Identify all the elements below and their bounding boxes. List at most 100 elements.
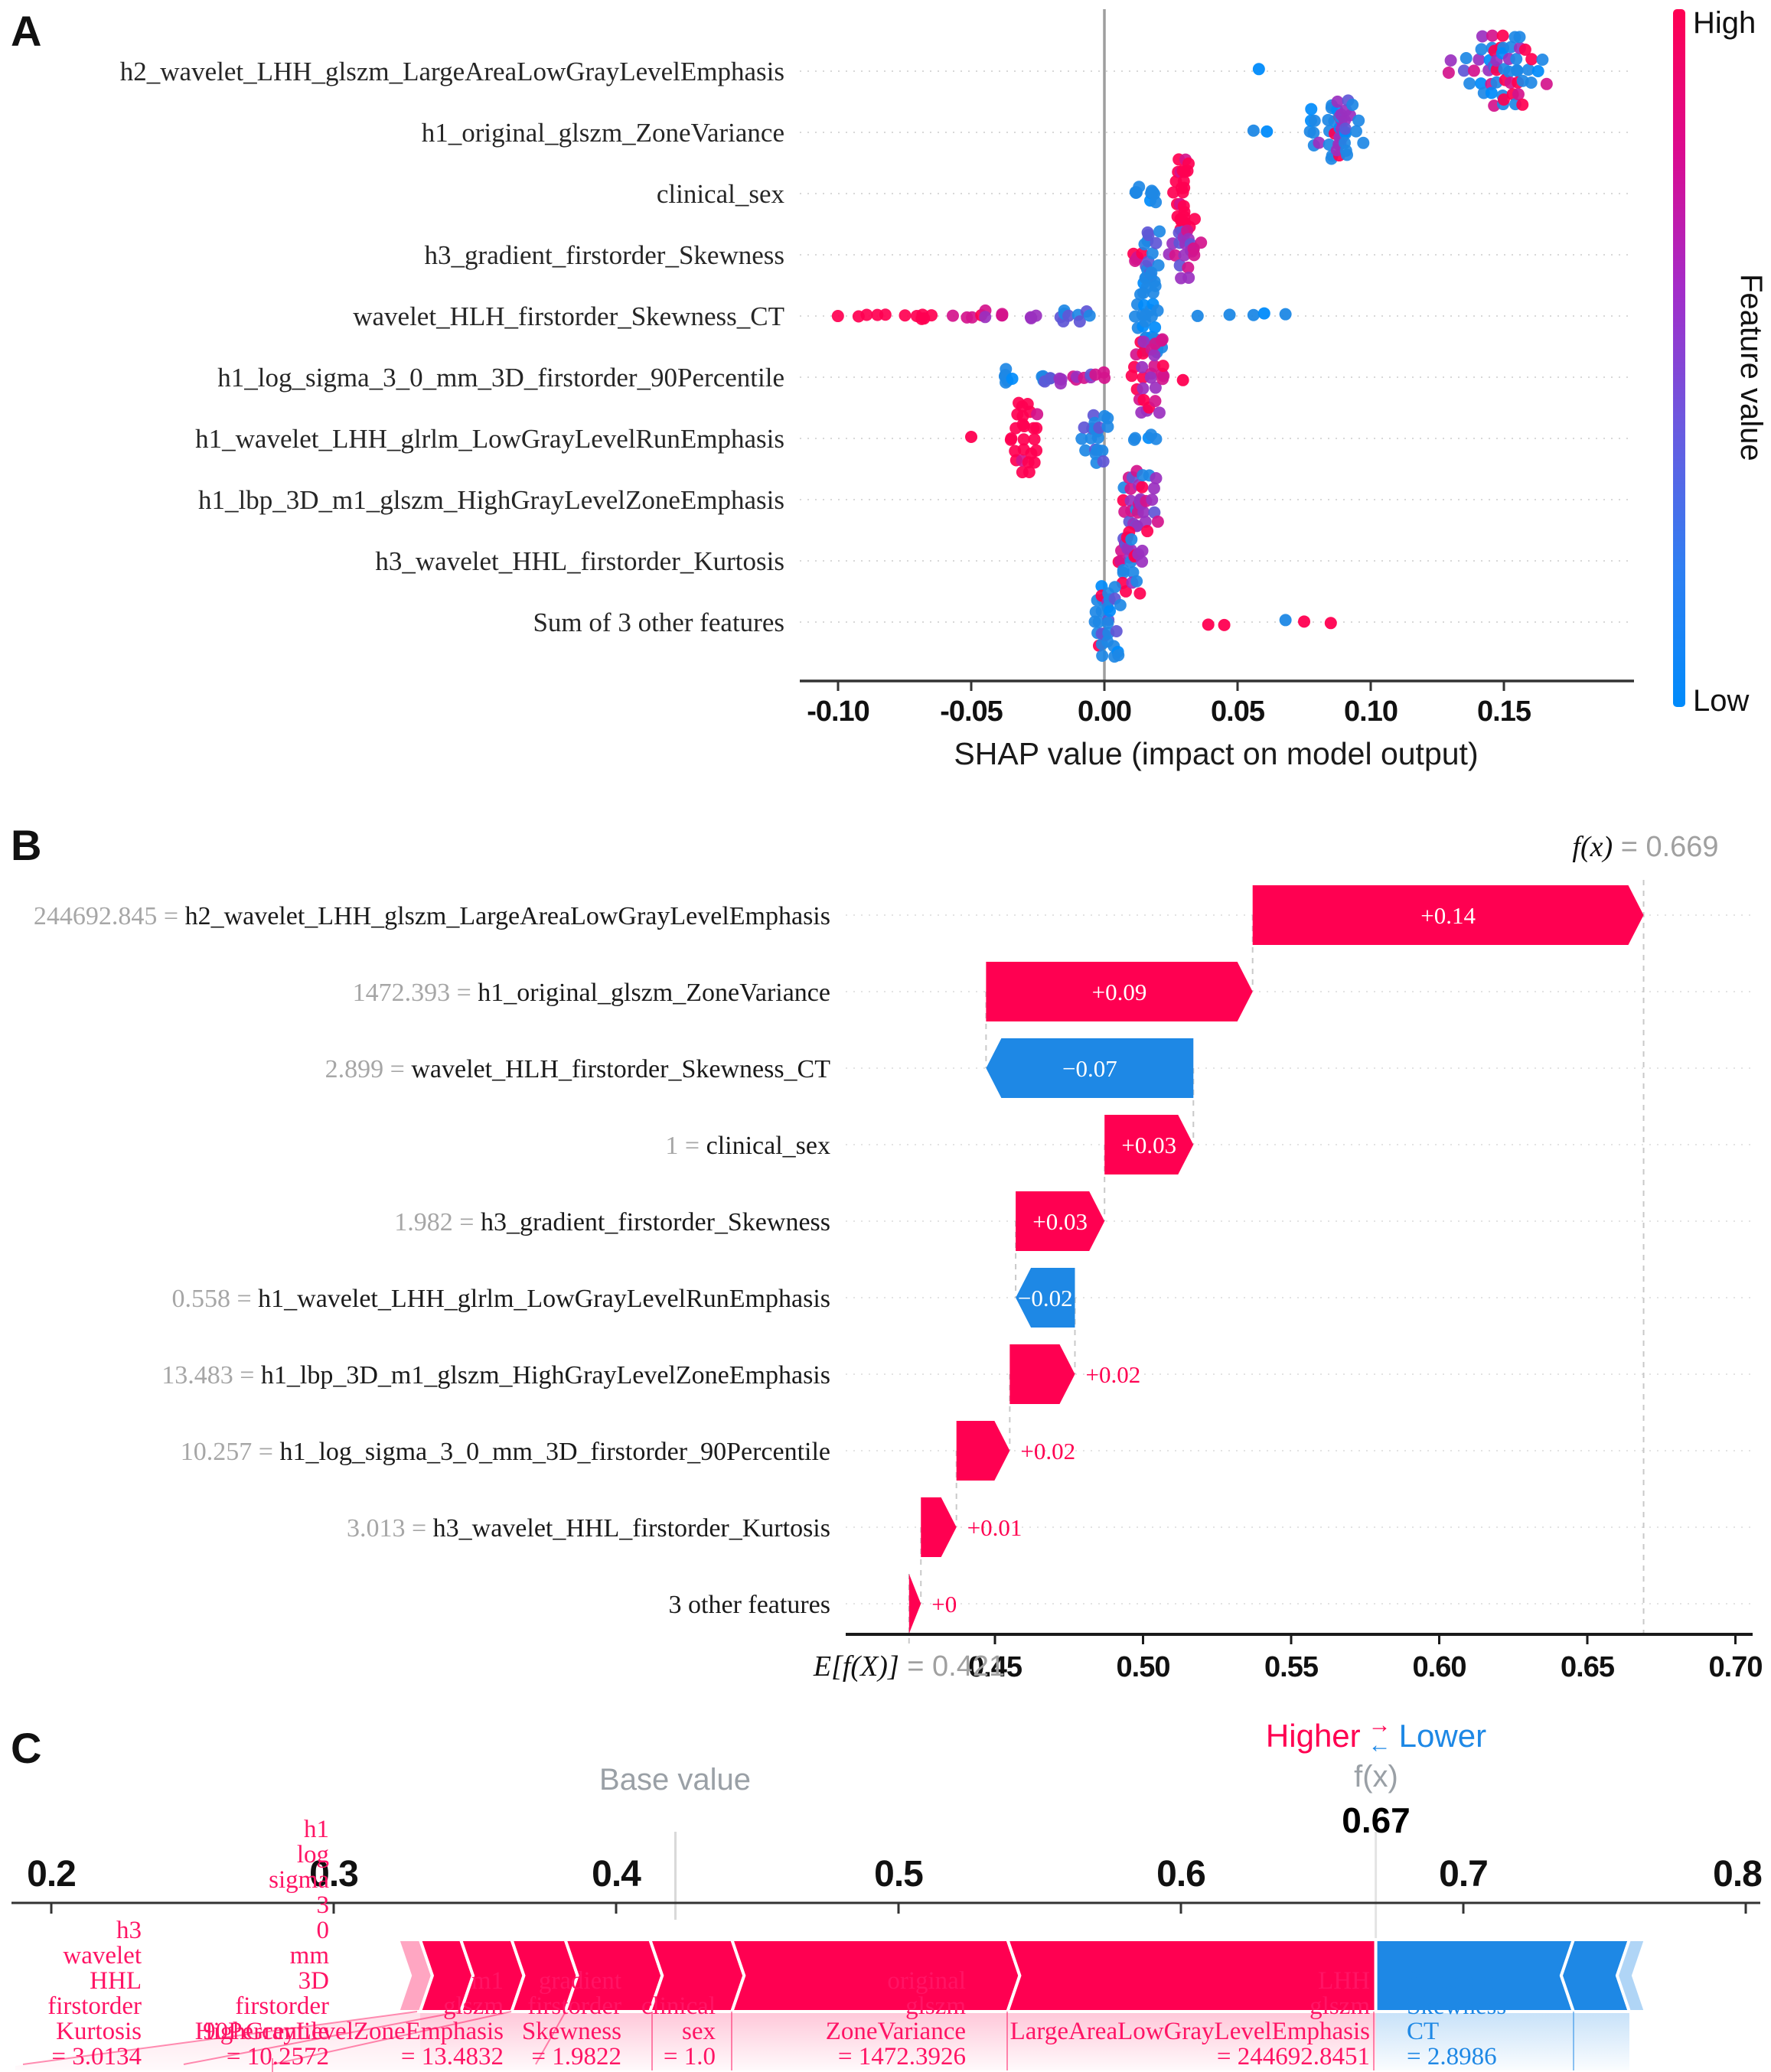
shap-dot <box>1018 420 1031 433</box>
force-feature-label-line: wavelet <box>63 1942 142 1969</box>
shap-outlier-dot <box>1202 618 1215 631</box>
force-feature-label-line: firstorder <box>47 1992 142 2020</box>
shap-dot <box>1463 77 1476 90</box>
shap-dot <box>1513 31 1526 44</box>
force-feature-label-line: 0 <box>317 1917 330 1944</box>
shap-dot <box>1486 29 1499 42</box>
feature-label: h3_gradient_firstorder_Skewness <box>425 240 784 270</box>
shap-dot <box>1136 481 1149 494</box>
shap-outlier-dot <box>1298 615 1310 628</box>
shap-outlier-dot <box>1247 124 1260 137</box>
shap-dot <box>1141 525 1154 538</box>
shap-dot <box>1150 432 1163 445</box>
shap-dot <box>1142 229 1155 242</box>
shap-dot <box>1153 406 1166 419</box>
shap-outlier-dot <box>1252 63 1265 76</box>
bar-value-label: +0.03 <box>1121 1132 1176 1158</box>
shap-dot <box>946 309 959 322</box>
label-connector-line <box>22 2011 418 2065</box>
shap-dot <box>1339 144 1352 157</box>
force-feature-label-line: = 2.8986 <box>1407 2043 1497 2070</box>
fx-symbol: f(x) <box>1572 831 1613 863</box>
shap-dot <box>1147 482 1160 495</box>
shap-dot <box>1091 432 1104 445</box>
panel-a-label: A <box>11 7 42 55</box>
shap-dot <box>966 311 979 324</box>
shap-dot <box>1146 494 1159 507</box>
x-tick-label: -0.10 <box>807 696 869 728</box>
shap-dot <box>899 309 912 322</box>
shap-dot <box>1510 53 1523 66</box>
shap-dot <box>1525 53 1538 66</box>
shap-dot <box>996 308 1009 321</box>
x-tick-label: 0.50 <box>1117 1651 1170 1683</box>
feature-label: 2.899 = wavelet_HLH_firstorder_Skewness_… <box>325 1055 831 1083</box>
force-feature-label-line: sigma <box>269 1866 329 1894</box>
force-feature-label-line: log <box>297 1841 329 1868</box>
shap-dot <box>1444 54 1457 67</box>
shap-dot <box>1176 186 1189 199</box>
shap-dot <box>1346 98 1359 111</box>
shap-dot <box>1117 564 1130 577</box>
force-blue-segment <box>1615 1938 1648 2013</box>
x-tick-label: 0.3 <box>309 1854 358 1894</box>
bar-value-label: +0.09 <box>1092 979 1147 1005</box>
bar-value-label: +0.14 <box>1420 902 1476 929</box>
force-feature-label-line: CT <box>1407 2018 1439 2045</box>
x-tick-label: 0.8 <box>1713 1854 1762 1894</box>
shap-dot <box>1137 506 1150 519</box>
shap-dot <box>1028 456 1041 469</box>
beeswarm-row <box>1088 580 1337 663</box>
x-tick-label: -0.05 <box>940 696 1003 728</box>
waterfall-fx-annotation: f(x) = 0.669 <box>1500 830 1771 864</box>
force-feature-label-line: Skewness <box>1407 1992 1506 2020</box>
shap-outlier-dot <box>1257 307 1270 320</box>
shap-dot <box>1096 650 1109 663</box>
feature-value-colorbar <box>1673 9 1685 707</box>
shap-dot <box>1114 555 1127 568</box>
force-base-value-label: Base value <box>599 1763 751 1797</box>
shap-outlier-dot <box>1279 614 1292 627</box>
feature-label: 0.558 = h1_wavelet_LHH_glrlm_LowGrayLeve… <box>171 1285 830 1313</box>
shap-dot <box>1485 86 1498 99</box>
shap-dot <box>1357 136 1370 149</box>
shap-dot <box>1331 95 1344 108</box>
beeswarm-row <box>1112 526 1149 600</box>
shap-dot <box>1149 395 1162 408</box>
force-feature-label-line: = 13.4832 <box>401 2043 504 2070</box>
shap-dot <box>1149 279 1162 292</box>
waterfall-bar <box>1252 885 1644 945</box>
feature-label: 1472.393 = h1_original_glszm_ZoneVarianc… <box>353 979 830 1007</box>
waterfall-bar <box>956 1421 1010 1481</box>
shap-dot <box>1150 236 1163 249</box>
shap-dot <box>1177 174 1190 187</box>
force-feature-label-line: clinical <box>641 1992 716 2020</box>
force-feature-label-line: original <box>887 1967 966 1995</box>
force-blue-shadow <box>1375 2012 1629 2070</box>
shap-dot <box>1149 321 1162 334</box>
force-feature-label-line: glszm <box>443 1992 504 2020</box>
feature-label: h3_wavelet_HHL_firstorder_Kurtosis <box>375 546 784 576</box>
force-feature-label-line: Kurtosis <box>56 2018 142 2045</box>
shap-dot <box>1473 53 1486 66</box>
force-feature-label-line: 3 <box>317 1891 330 1919</box>
feature-label: wavelet_HLH_firstorder_Skewness_CT <box>353 301 784 331</box>
shap-dot <box>1005 432 1018 445</box>
shap-dot <box>1028 433 1041 446</box>
waterfall-expected-value-annotation: E[f(X)] = 0.421 <box>779 1650 1039 1683</box>
waterfall-bar <box>986 962 1253 1021</box>
x-tick-label: 0.15 <box>1477 696 1531 728</box>
shap-dot <box>1022 466 1036 479</box>
force-feature-label-line: = 244692.8451 <box>1217 2043 1370 2070</box>
beeswarm-row <box>1127 224 1208 285</box>
shap-dot <box>1156 360 1169 373</box>
force-feature-label-line: firstorder <box>527 1992 621 2020</box>
x-tick-label: 0.60 <box>1413 1651 1466 1683</box>
shap-dot <box>1308 114 1321 127</box>
shap-dot <box>1092 615 1105 628</box>
force-feature-label-line: glszm <box>1309 1992 1370 2020</box>
